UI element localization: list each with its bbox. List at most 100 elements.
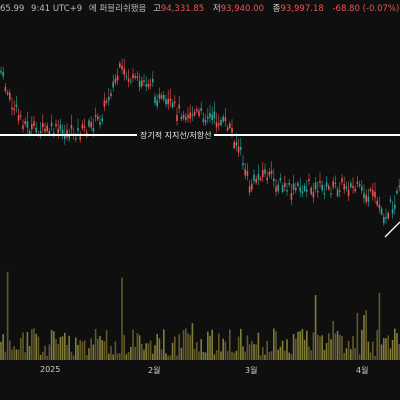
candle-body: [158, 94, 161, 99]
candle-body: [59, 124, 62, 130]
volume-bar: [229, 329, 231, 360]
candle-body: [372, 190, 374, 197]
volume-bar: [332, 320, 334, 360]
candle-body: [387, 213, 389, 219]
candle-body: [312, 192, 315, 198]
volume-bar: [182, 330, 185, 360]
candle-body: [253, 174, 255, 181]
volume-bar: [233, 352, 235, 360]
volume-bar: [77, 344, 79, 360]
volume-bar: [209, 335, 211, 360]
candle-body: [97, 116, 99, 120]
volume-bar: [64, 332, 66, 360]
volume-bar: [314, 295, 317, 360]
volume-bar: [231, 351, 233, 360]
candle-body: [207, 116, 209, 119]
volume-bar: [24, 352, 26, 360]
candlestick-series: [0, 58, 400, 226]
candle-body: [299, 187, 301, 192]
candle-body: [244, 169, 246, 176]
volume-bar: [244, 351, 246, 360]
candle-body: [141, 80, 143, 87]
volume-bar: [347, 340, 350, 360]
volume-bar: [101, 340, 103, 360]
candle-body: [231, 128, 233, 133]
volume-bar: [204, 352, 207, 360]
candle-body: [105, 101, 108, 103]
candle-body: [167, 99, 169, 105]
candle-body: [330, 193, 332, 195]
high-value: 94,331.85: [160, 4, 205, 14]
candle-body: [259, 178, 262, 181]
time-axis-label: 2월: [148, 366, 161, 375]
volume-bar: [48, 344, 51, 360]
candle-body: [171, 102, 174, 108]
volume-bar: [391, 340, 394, 360]
candle-body: [235, 142, 238, 146]
candle-body: [209, 113, 211, 118]
candle-body: [127, 78, 130, 82]
volume-bar: [191, 323, 194, 360]
candle-body: [226, 127, 229, 131]
candle-body: [270, 170, 273, 174]
candle-body: [121, 65, 123, 70]
volume-bar: [251, 341, 253, 360]
volume-bar: [156, 333, 158, 360]
volume-bar: [6, 271, 9, 360]
volume-bar: [246, 335, 249, 360]
candle-body: [152, 78, 154, 83]
candle-body: [61, 129, 64, 136]
volume-bar: [297, 331, 299, 360]
candle-body: [57, 129, 59, 134]
candle-body: [81, 124, 84, 129]
candle-body: [136, 76, 139, 78]
volume-bar: [398, 344, 400, 360]
candle-body: [347, 189, 350, 197]
candle-body: [233, 142, 235, 149]
volume-bar: [81, 341, 84, 360]
volume-bar: [42, 351, 44, 360]
candle-body: [125, 76, 128, 78]
volume-bar: [46, 356, 48, 360]
volume-bar: [0, 341, 2, 360]
candle-body: [123, 68, 125, 75]
ohlc-info-bar: 65.99 9:41 UTC+9 에 퍼블리쉬됐음 고94,331.85 저93…: [0, 2, 400, 16]
volume-bar: [290, 354, 293, 360]
volume-bar: [220, 351, 222, 360]
volume-bar: [189, 335, 191, 360]
volume-bar: [121, 277, 123, 360]
time-axis: 2025 2월 3월 4월: [0, 365, 400, 377]
candle-body: [308, 179, 310, 182]
volume-bar: [257, 332, 260, 360]
candle-body: [246, 170, 249, 176]
candle-body: [356, 181, 359, 184]
volume-bar: [389, 348, 392, 360]
volume-bar: [288, 352, 290, 360]
volume-bar: [79, 340, 81, 360]
volume-bar: [180, 347, 183, 360]
volume-bar: [286, 339, 288, 360]
volume-bar: [28, 346, 31, 360]
volume-bar: [44, 346, 46, 360]
candle-body: [55, 123, 57, 126]
volume-bar: [396, 333, 398, 360]
candle-body: [292, 183, 295, 190]
volume-bar: [259, 355, 262, 360]
volume-bar: [385, 338, 387, 360]
volume-bar: [273, 328, 275, 360]
candle-body: [358, 184, 361, 186]
volume-bar: [369, 352, 372, 360]
candle-body: [185, 117, 187, 121]
candle-body: [350, 183, 352, 188]
close-value: 93,997.18: [280, 4, 324, 14]
candle-body: [224, 117, 227, 121]
volume-bar: [308, 346, 310, 360]
candle-body: [334, 183, 337, 184]
volume-bar: [292, 334, 295, 360]
trend-line: [384, 221, 400, 238]
candle-body: [220, 120, 222, 126]
volume-bar: [394, 328, 396, 360]
candle-body: [90, 122, 92, 128]
volume-bar: [193, 349, 196, 360]
